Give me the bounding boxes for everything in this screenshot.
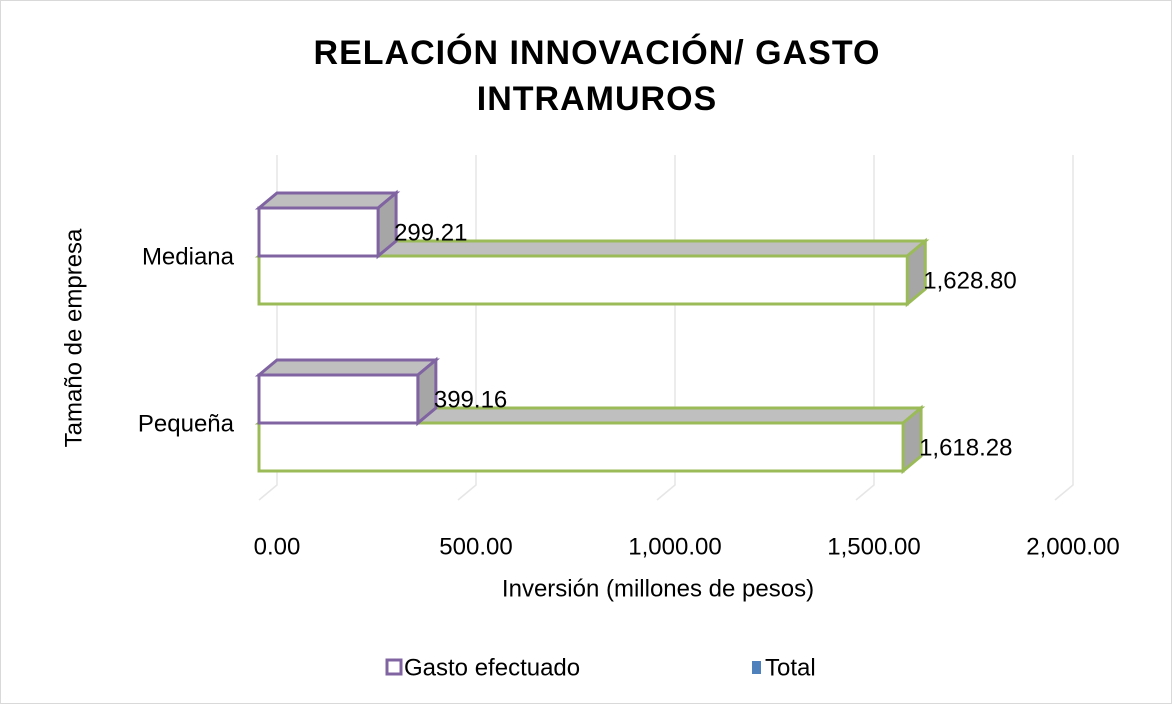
legend-label: Total [765,654,816,681]
x-tick-label: 0.00 [254,533,301,560]
x-tick-label: 1,000.00 [628,533,721,560]
bar [254,356,441,427]
y-tick-label: Mediana [142,243,235,270]
grid-line [1054,155,1074,501]
bar-top [254,358,441,377]
bar-top [254,191,401,210]
x-axis-label: Inversión (millones de pesos) [502,575,814,602]
data-label: 299.21 [394,219,467,246]
y-tick-label: Pequeña [138,410,235,437]
bar-front [257,373,420,425]
x-tick-label: 1,500.00 [827,533,920,560]
data-label: 399.16 [434,386,507,413]
bar-front [257,206,380,258]
data-label: 1,618.28 [919,434,1012,461]
bar-front [257,421,905,473]
chart-title: RELACIÓN INNOVACIÓN/ GASTO INTRAMUROS [313,34,881,118]
data-label: 1,628.80 [923,267,1016,294]
x-tick-label: 500.00 [439,533,512,560]
legend-swatch [752,661,761,674]
bar-front [257,254,909,306]
legend-swatch [385,658,403,676]
bar [254,189,401,260]
x-tick-label: 2,000.00 [1026,533,1119,560]
legend-label: Gasto efectuado [404,654,580,681]
y-axis-label: Tamaño de empresa [60,228,87,447]
